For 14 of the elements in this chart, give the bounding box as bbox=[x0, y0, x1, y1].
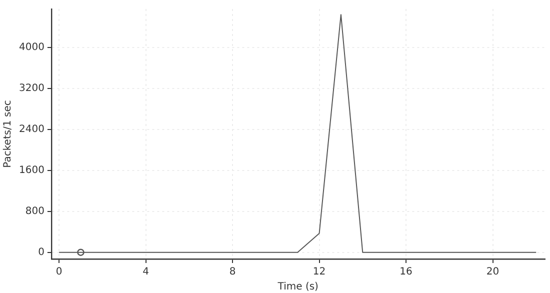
y-tick-label: 3200 bbox=[18, 83, 44, 94]
x-tick-label: 4 bbox=[142, 266, 149, 278]
y-tick-label: 4000 bbox=[18, 42, 44, 54]
y-tick-label: 1600 bbox=[18, 164, 44, 176]
x-axis-title: Time (s) bbox=[276, 282, 319, 293]
x-tick-label: 12 bbox=[312, 266, 326, 278]
x-tick-label: 0 bbox=[56, 266, 62, 278]
y-tick-label: 0 bbox=[38, 246, 44, 258]
x-tick-label: 20 bbox=[486, 266, 500, 278]
y-axis-title: Packets/1 sec bbox=[2, 100, 14, 168]
x-tick-label: 16 bbox=[400, 266, 412, 278]
x-tick-label: 8 bbox=[229, 266, 236, 278]
y-tick-label: 800 bbox=[25, 206, 44, 217]
y-tick-label: 2400 bbox=[18, 124, 44, 135]
